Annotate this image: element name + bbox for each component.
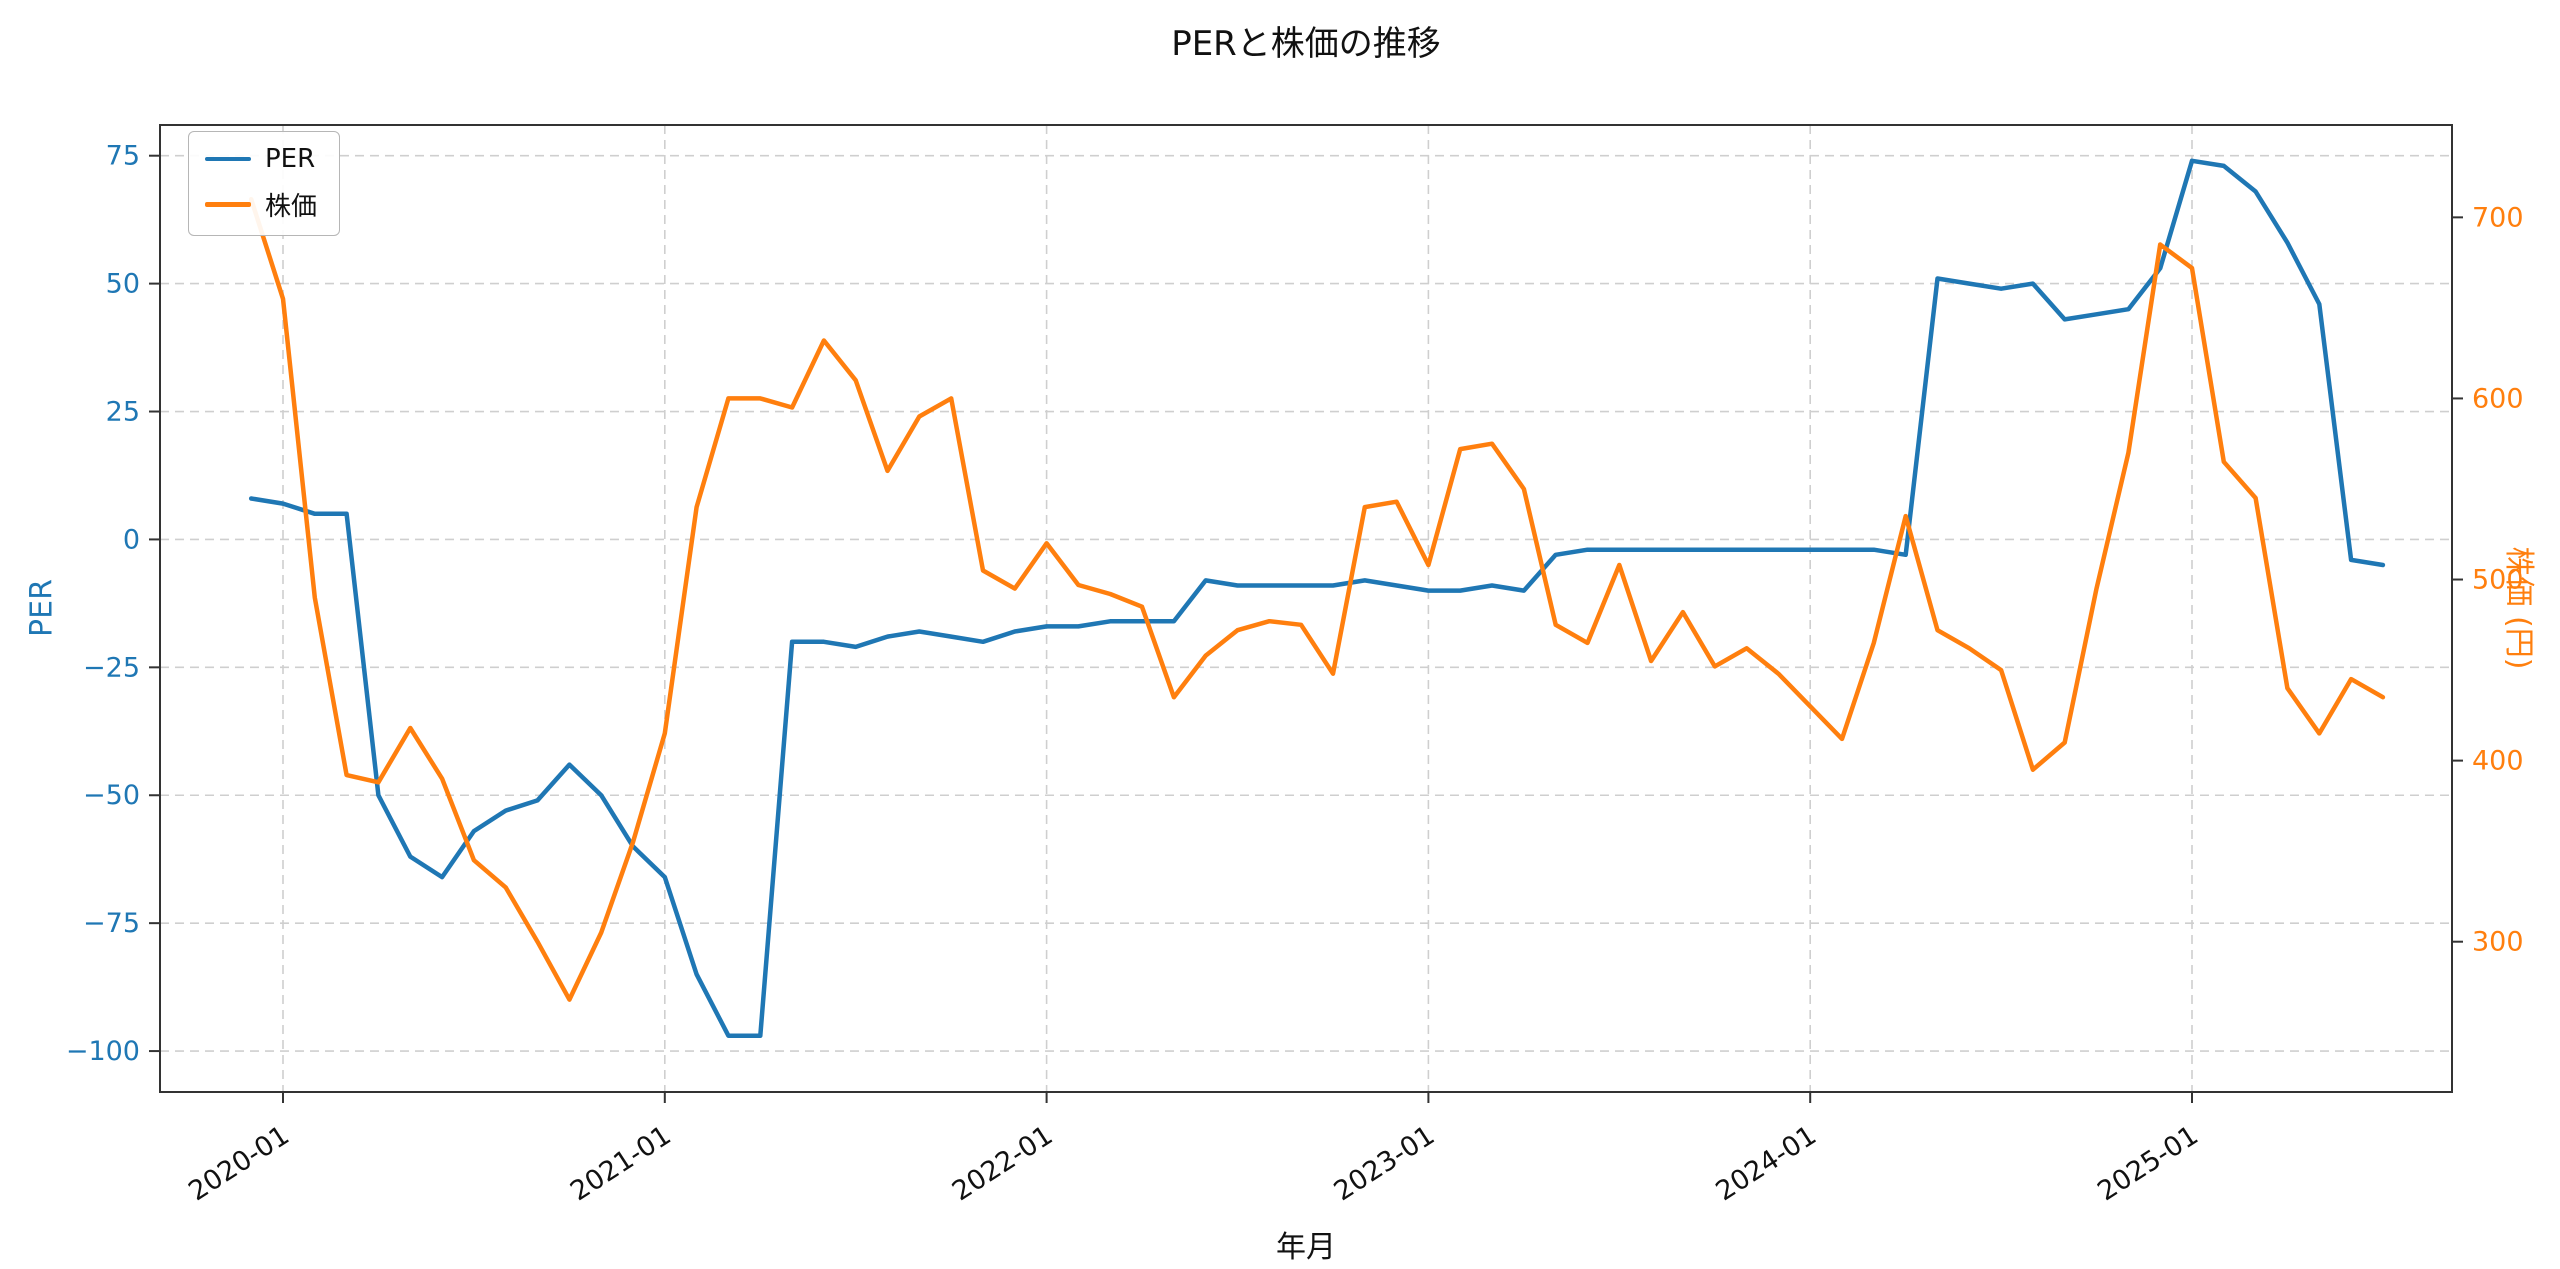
tick-label-x: 2022-01: [947, 1120, 1058, 1207]
legend-label-per: PER: [265, 144, 316, 174]
tick-label-x: 2020-01: [183, 1120, 294, 1207]
price-line-swatch: [205, 202, 251, 207]
tick-label-left: 0: [123, 524, 140, 555]
legend: PER 株価: [188, 131, 341, 236]
tick-label-left: −50: [83, 780, 140, 811]
per-line-swatch: [205, 156, 251, 162]
legend-item-per: PER: [205, 144, 317, 174]
x-axis-label: 年月: [1276, 1230, 1336, 1265]
tick-label-left: 75: [106, 141, 140, 172]
chart-title: PERと株価の推移: [1171, 24, 1441, 64]
y-axis-right-label: 株価 (円): [2501, 546, 2536, 670]
tick-label-x: 2025-01: [2092, 1120, 2203, 1207]
tick-label-left: −100: [66, 1036, 140, 1067]
tick-label-right: 600: [2472, 383, 2524, 414]
tick-label-right: 700: [2472, 202, 2524, 233]
tick-label-left: −25: [83, 652, 140, 683]
per-series-line: [248, 158, 2386, 1038]
y-axis-left-label: PER: [24, 579, 60, 637]
tick-label-left: 25: [106, 397, 140, 428]
tick-label-x: 2024-01: [1711, 1120, 1822, 1207]
tick-label-x: 2023-01: [1329, 1120, 1440, 1207]
tick-label-right: 300: [2472, 927, 2524, 958]
tick-label-left: 50: [106, 269, 140, 300]
plot-border: [159, 124, 2453, 1093]
legend-label-price: 株価: [265, 192, 318, 222]
tick-label-right: 400: [2472, 746, 2524, 777]
tick-label-left: −75: [83, 908, 140, 939]
price-series-line: [248, 196, 2386, 1002]
tick-label-right: 500: [2472, 565, 2524, 596]
tick-label-x: 2021-01: [565, 1120, 676, 1207]
legend-item-price: 株価: [205, 186, 317, 223]
